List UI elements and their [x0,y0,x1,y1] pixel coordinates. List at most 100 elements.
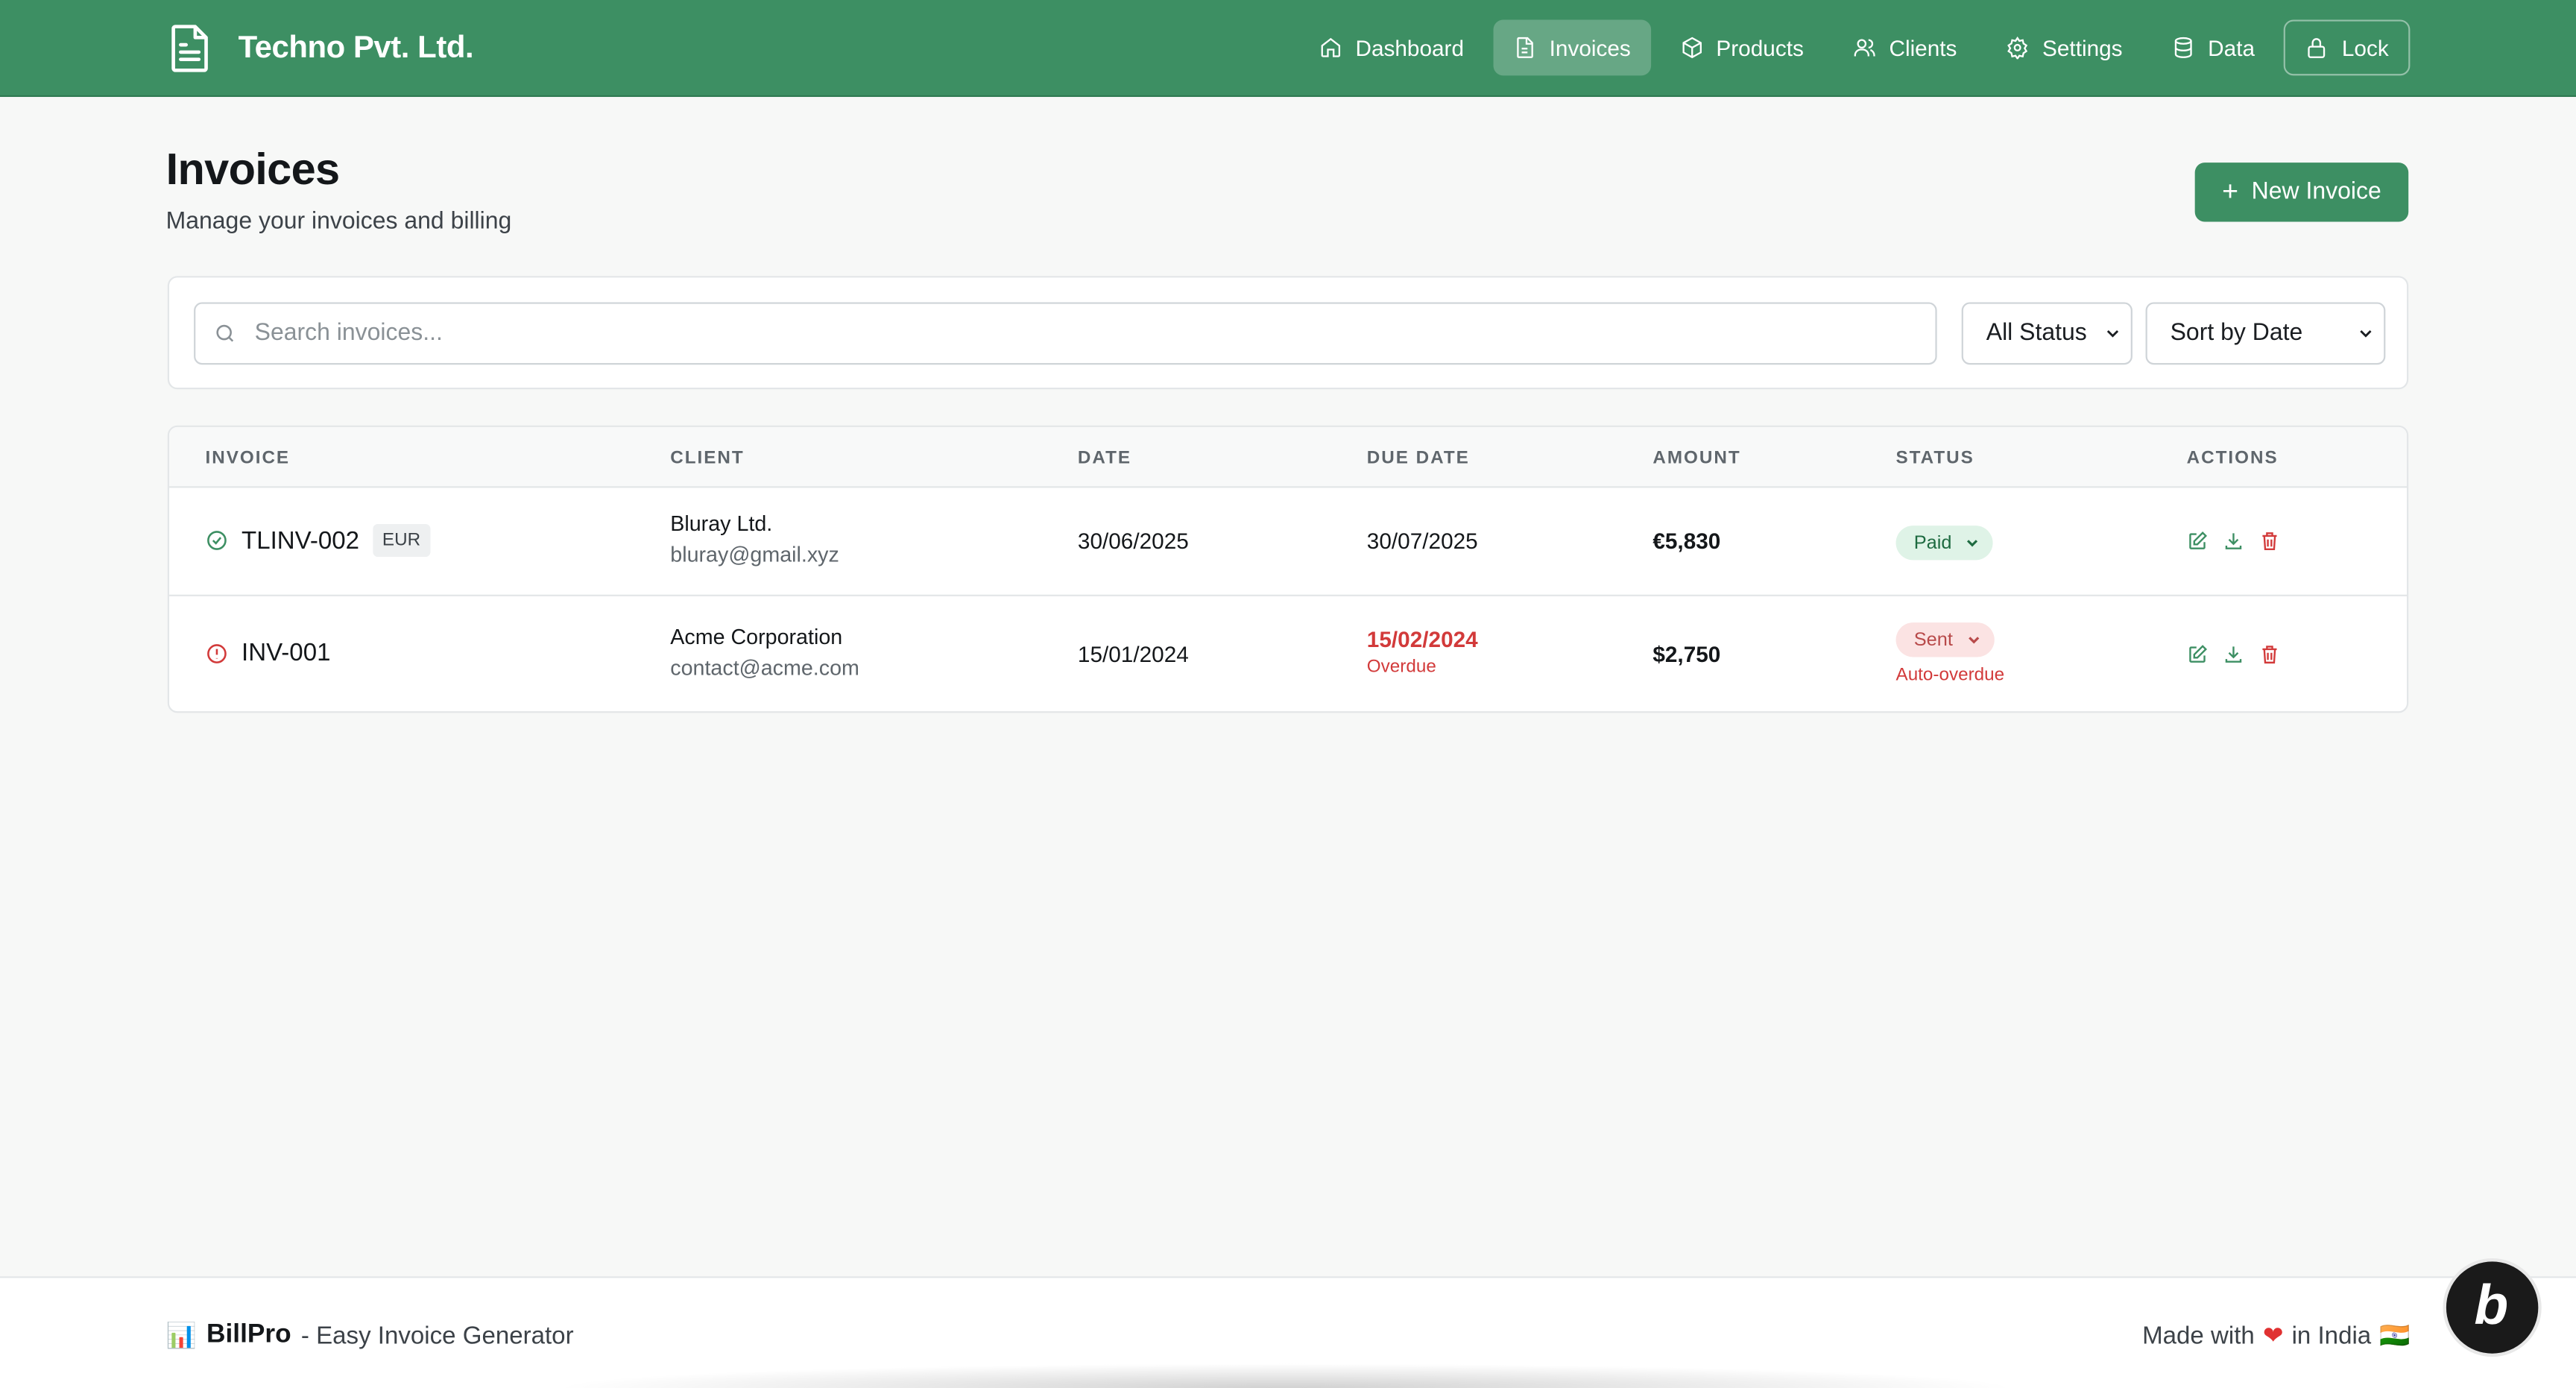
download-icon [2225,646,2242,663]
chevron-down-icon [1967,540,1978,547]
client-cell: Bluray Ltd. bluray@gmail.xyz [670,511,839,567]
sort-select[interactable]: Sort by Date [2145,302,2386,365]
client-email: bluray@gmail.xyz [670,542,839,567]
column-header-actions: ACTIONS [2186,448,2279,469]
trash-icon [2262,532,2277,551]
table-row[interactable]: TLINV-002 EUR Bluray Ltd. bluray@gmail.x… [169,488,2408,596]
document-icon [171,25,208,72]
client-cell: Acme Corporation contact@acme.com [670,624,859,680]
chevron-down-icon [2360,330,2372,338]
download-button[interactable] [2223,531,2244,552]
due-date: 30/07/2025 [1366,529,1478,554]
invoices-table: INVOICE CLIENT DATE DUE DATE AMOUNT STAT… [167,425,2409,713]
column-header-due-date[interactable]: DUE DATE [1366,448,1470,469]
column-header-client[interactable]: CLIENT [670,448,745,469]
nav-clients-label: Clients [1889,35,1957,60]
amount: $2,750 [1652,642,1721,667]
sort-value: Sort by Date [2170,320,2303,347]
bar-chart-icon: 📊 [165,1322,197,1351]
nav-products-label: Products [1716,35,1804,60]
invoice-date: 15/01/2024 [1077,642,1189,667]
due-date-cell: 15/02/2024 Overdue [1367,628,1478,677]
client-email: contact@acme.com [670,655,859,681]
nav-products[interactable]: Products [1660,19,1823,75]
alert-circle-icon [207,643,227,663]
footer-tagline: - Easy Invoice Generator [300,1321,574,1350]
footer: 📊 BillPro - Easy Invoice Generator Made … [0,1276,2576,1388]
made-with-text: Made with [2142,1321,2255,1350]
nav-dashboard[interactable]: Dashboard [1300,19,1484,75]
nav-data[interactable]: Data [2152,19,2274,75]
bottom-shadow [550,1363,2021,1388]
nav-lock-button[interactable]: Lock [2284,19,2411,76]
download-icon [2225,533,2242,549]
top-navigation-bar: Techno Pvt. Ltd. Dashboard Invoices Prod… [0,0,2576,98]
chevron-down-icon [2106,330,2119,338]
invoice-number[interactable]: TLINV-002 [242,526,360,555]
heart-icon: ❤ [2262,1322,2284,1351]
status-cell: Sent Auto-overdue [1895,622,2005,685]
plus-icon: + [2222,175,2239,207]
footer-logo: BillPro [206,1320,291,1349]
status-filter-select[interactable]: All Status [1961,302,2133,365]
amount: €5,830 [1652,529,1721,554]
home-icon [1321,37,1341,57]
nav-clients[interactable]: Clients [1834,19,1977,75]
main-nav: Dashboard Invoices Products Clients Sett… [1300,19,2411,76]
column-header-date[interactable]: DATE [1077,448,1132,469]
invoice-cell: TLINV-002 EUR [206,523,431,558]
status-dropdown[interactable]: Sent [1895,622,1995,657]
search-box [194,302,1937,365]
brand-title: Techno Pvt. Ltd. [238,30,474,66]
india-flag-icon: 🇮🇳 [2379,1322,2411,1351]
auto-overdue-note: Auto-overdue [1895,665,2005,685]
table-row[interactable]: INV-001 Acme Corporation contact@acme.co… [169,596,2407,711]
edit-button[interactable] [2187,644,2209,666]
search-icon [216,324,234,342]
delete-button[interactable] [2259,531,2281,552]
page-title: Invoices [165,144,341,195]
chevron-down-icon [1968,637,1979,644]
brand[interactable]: Techno Pvt. Ltd. [168,23,474,74]
bolt-logo-icon: b [2474,1274,2509,1337]
new-invoice-label: New Invoice [2251,179,2381,206]
status-filter-value: All Status [1986,320,2087,347]
users-icon [1854,39,1875,57]
page-subtitle: Manage your invoices and billing [165,208,512,236]
row-actions [2187,531,2281,552]
status-dropdown[interactable]: Paid [1895,526,1993,561]
lock-icon [2308,38,2326,58]
delete-button[interactable] [2259,644,2281,666]
nav-data-label: Data [2208,35,2255,60]
nav-settings[interactable]: Settings [1986,19,2142,75]
new-invoice-button[interactable]: + New Invoice [2194,163,2409,222]
box-icon [1682,37,1702,59]
bolt-badge-icon[interactable]: b [2443,1258,2542,1357]
status-label: Paid [1913,533,1952,553]
status-cell: Paid [1895,526,1993,561]
invoice-number[interactable]: INV-001 [242,639,331,667]
download-button[interactable] [2223,644,2244,666]
database-icon [2174,37,2192,58]
search-input[interactable] [254,320,1898,347]
nav-dashboard-label: Dashboard [1355,35,1465,60]
status-label: Sent [1913,630,1953,650]
footer-brand: 📊 BillPro - Easy Invoice Generator [166,1321,574,1351]
file-icon [1517,37,1534,58]
column-header-amount[interactable]: AMOUNT [1652,448,1741,469]
nav-invoices[interactable]: Invoices [1493,19,1651,76]
nav-invoices-label: Invoices [1549,35,1631,60]
invoice-date: 30/06/2025 [1077,529,1189,554]
column-header-invoice[interactable]: INVOICE [205,448,291,469]
table-header: INVOICE CLIENT DATE DUE DATE AMOUNT STAT… [169,426,2408,488]
column-header-status[interactable]: STATUS [1895,448,1974,469]
row-actions [2187,644,2281,666]
due-date: 15/02/2024 [1366,627,1478,652]
overdue-label: Overdue [1366,657,1436,677]
currency-badge: EUR [372,523,431,558]
check-circle-icon [207,531,227,550]
nav-settings-label: Settings [2042,35,2123,60]
edit-icon [2189,531,2208,549]
gear-icon [2007,36,2028,60]
edit-button[interactable] [2187,531,2209,552]
